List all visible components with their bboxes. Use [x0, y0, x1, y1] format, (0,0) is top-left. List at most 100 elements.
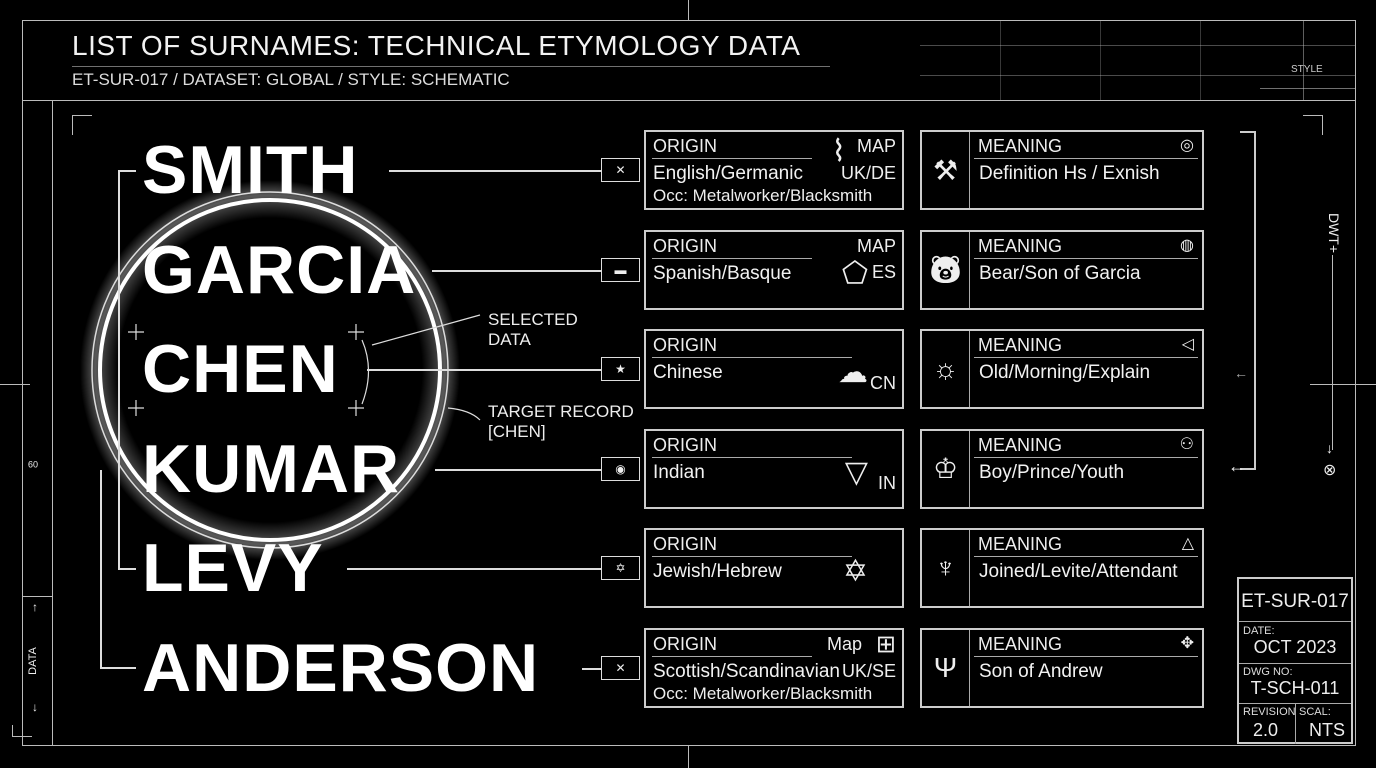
origin-label: ORIGIN: [653, 136, 718, 156]
region-code: IN: [878, 472, 896, 493]
grid-line: [1260, 88, 1355, 89]
page-title: LIST OF SURNAMES: TECHNICAL ETYMOLOGY DA…: [72, 30, 801, 61]
israel-flag-icon: ✡: [601, 556, 640, 580]
origin-card[interactable]: ORIGIN Jewish/Hebrew ✡: [644, 528, 904, 608]
grid-line: [1000, 20, 1001, 100]
right-bracket: [1240, 131, 1256, 470]
origin-card[interactable]: ORIGIN Chinese CN ☁: [644, 329, 904, 409]
surname-garcia[interactable]: GARCIA: [142, 231, 417, 308]
meaning-card[interactable]: ♔ MEANING ⚇ Boy/Prince/Youth: [920, 428, 1204, 509]
region-code: UK/SE: [841, 660, 896, 681]
date-value: OCT 2023: [1253, 637, 1337, 657]
drawing-id: ET-SUR-017: [1241, 591, 1349, 612]
style-label: STYLE: [1291, 64, 1323, 75]
scotland-flag-icon: ✕: [601, 655, 640, 680]
meaning-value: Definition Hs / Exnish: [979, 163, 1160, 184]
surname-smith[interactable]: SMITH: [142, 132, 359, 208]
corner-mark: [1303, 115, 1323, 135]
origin-value: Spanish/Basque: [653, 262, 792, 284]
origin-value: Indian: [653, 461, 705, 483]
region-code: ES: [871, 261, 896, 282]
origin-value: Chinese: [653, 362, 723, 383]
surname-anderson[interactable]: ANDERSON: [142, 629, 540, 706]
india-map-icon: ▽: [844, 455, 868, 489]
ruler-divider: [22, 596, 52, 597]
selected-data-annotation: SELECTED DATA: [488, 310, 578, 349]
meaning-value: Bear/Son of Garcia: [979, 262, 1141, 284]
grid-line: [1303, 20, 1304, 100]
star-of-david-icon: ✡: [842, 555, 868, 588]
region-code: CN: [870, 373, 896, 393]
center-mark: [688, 745, 689, 768]
surname-levy[interactable]: LEVY: [142, 530, 324, 606]
center-mark: [1310, 384, 1376, 385]
frame-left: [22, 20, 23, 745]
meaning-badge-icon: ⚇: [1179, 435, 1194, 453]
revision-label: REVISION: [1243, 706, 1296, 718]
india-flag-icon: ◉: [601, 456, 640, 481]
china-map-icon: ☁: [838, 356, 868, 389]
frame-top: [22, 20, 1356, 21]
prince-icon: ♔: [922, 430, 970, 507]
origin-card[interactable]: ORIGIN Indian IN ▽: [644, 428, 904, 509]
origin-card[interactable]: ORIGIN MAP English/Germanic UK/DE Occ: Meta…: [644, 130, 904, 210]
meaning-card[interactable]: 🐻︎ MEANING ◍ Bear/Son of Garcia: [920, 229, 1204, 310]
meaning-label: MEANING: [978, 534, 1063, 554]
meaning-badge-icon: ✥: [1180, 634, 1194, 652]
meaning-label: MEANING: [978, 434, 1063, 455]
trident-icon: Ψ: [922, 629, 970, 706]
map-label: MAP: [856, 136, 896, 156]
title-block: ET-SUR-017 DATE: OCT 2023 DWG NO: T-SCH-…: [1237, 577, 1353, 744]
origin-card[interactable]: ORIGIN MAP Spanish/Basque ES ⬠: [644, 229, 904, 310]
arrow-down-icon: ↓: [32, 700, 38, 714]
data-axis-label: ↑ DATA ↓: [27, 600, 39, 735]
data-label: DATA: [26, 647, 39, 675]
target-record-annotation: TARGET RECORD [CHEN]: [488, 402, 634, 441]
header-divider: [22, 100, 1356, 101]
meaning-value: Son of Andrew: [979, 660, 1103, 682]
origin-label: ORIGIN: [653, 534, 718, 554]
grid-line: [1100, 20, 1101, 100]
scale-value: NTS: [1309, 720, 1345, 740]
bear-icon: 🐻︎: [922, 231, 970, 308]
meaning-value: Joined/Levite/Attendant: [979, 561, 1178, 582]
grid-line: [920, 45, 1355, 46]
meaning-label: MEANING: [978, 335, 1063, 355]
grid-line: [1200, 20, 1201, 100]
meaning-value: Old/Morning/Explain: [979, 362, 1151, 383]
crosshair-marks: [128, 314, 481, 421]
spain-map-icon: ⬠: [841, 256, 868, 290]
right-axis-label: DWT+: [1326, 212, 1343, 254]
title-underline: [72, 66, 830, 67]
meaning-card[interactable]: ☼ MEANING ◁ Old/Morning/Explain: [920, 329, 1204, 409]
occupation: Occ: Metalworker/Blacksmith: [653, 683, 873, 703]
meaning-badge-icon: ◁: [1181, 336, 1194, 353]
map-label: MAP: [856, 235, 896, 256]
page-subtitle: ET-SUR-017 / DATASET: GLOBAL / STYLE: SC…: [72, 70, 510, 89]
meaning-card[interactable]: Ψ MEANING ✥ Son of Andrew: [920, 627, 1204, 708]
connector-line: [582, 667, 601, 670]
surname-chen[interactable]: CHEN: [142, 331, 339, 407]
frame-bottom: [22, 745, 1356, 746]
corner-mark: [72, 115, 92, 135]
origin-label: ORIGIN: [653, 633, 718, 654]
meaning-card[interactable]: ⚒ MEANING ◎ Definition Hs / Exnish: [920, 130, 1204, 210]
meaning-label: MEANING: [978, 235, 1063, 256]
right-axis-line: [1332, 255, 1333, 450]
center-mark: [0, 384, 30, 385]
origin-value: Scottish/Scandinavian: [653, 660, 840, 682]
meaning-card[interactable]: ♆ MEANING △ Joined/Levite/Attendant: [920, 528, 1204, 608]
region-code: UK/DE: [840, 163, 896, 183]
surname-kumar[interactable]: KUMAR: [142, 430, 401, 507]
meaning-badge-icon: ◍: [1180, 236, 1194, 254]
meaning-label: MEANING: [978, 136, 1063, 156]
connector-line: [367, 369, 601, 371]
meaning-value: Boy/Prince/Youth: [979, 461, 1125, 483]
frame-left-inner: [52, 100, 53, 745]
lightbulb-icon: ☼: [922, 331, 970, 407]
corner-mark: [12, 725, 32, 737]
dwg-label: DWG NO:: [1243, 666, 1293, 678]
origin-card[interactable]: ORIGIN Map Scottish/Scandinavian UK/SE Occ:…: [644, 627, 904, 708]
tree-line: [118, 170, 120, 568]
target-circle-icon: ⊗: [1323, 462, 1337, 479]
